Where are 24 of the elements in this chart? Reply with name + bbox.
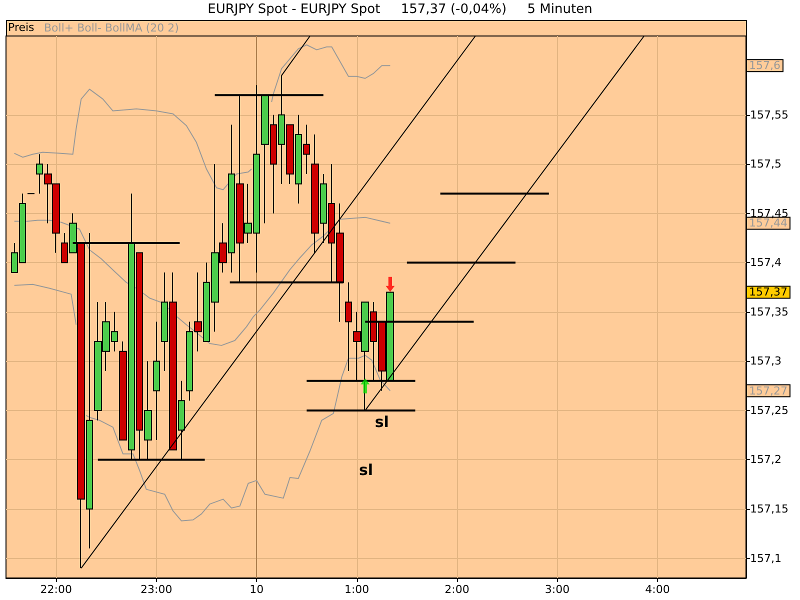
y-tick-label: 157,4: [750, 256, 782, 270]
text: Preis: [8, 21, 35, 34]
y-tick-label: 157,37: [749, 286, 788, 299]
y-tick-label: 157,3: [750, 354, 782, 368]
annotation: sl: [374, 412, 389, 431]
y-tick-label: 157,1: [750, 552, 782, 565]
x-tick-label: 23:00: [140, 583, 172, 596]
y-tick-label: 157,25: [750, 404, 788, 417]
x-tick-label: 1:00: [344, 583, 370, 596]
y-tick-label: 157,6: [749, 59, 780, 72]
annotation: sl: [358, 461, 374, 479]
y-tick-label: 157,2: [750, 453, 782, 466]
x-tick-label: 10: [250, 583, 264, 596]
y-tick-label: 157,55: [750, 108, 788, 122]
x-tick-label: 3:00: [544, 583, 570, 596]
x-tick-label: 22:00: [40, 583, 72, 596]
y-tick-label: 157,35: [750, 305, 788, 318]
text: Boll+ Boll- BollMA (20 2): [44, 22, 179, 34]
x-tick-label: 4:00: [645, 583, 670, 596]
y-tick-label: 157,27: [749, 384, 788, 398]
y-tick-label: 157,15: [750, 502, 788, 516]
y-tick-label: 157,5: [750, 158, 782, 171]
chart-title: EURJPY Spot - EURJPY Spot 157,37 (-0,04%) 5 Minuten: [206, 2, 594, 18]
x-tick-label: 2:00: [444, 583, 470, 596]
